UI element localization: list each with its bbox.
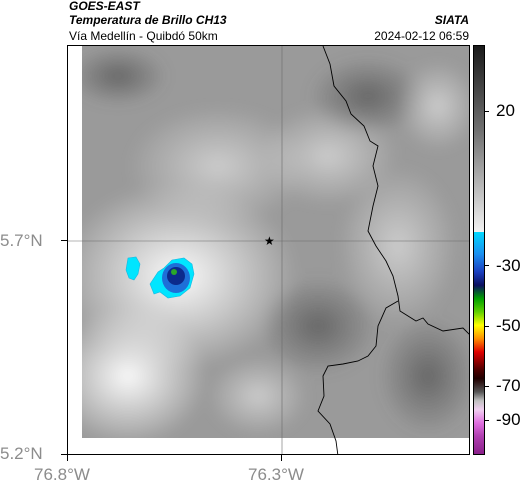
colorbar-label-m90: -90	[496, 410, 521, 429]
lon-tick-mark-1	[67, 455, 68, 461]
cold-cloud-core	[149, 257, 195, 299]
datetime-label: 2024-02-12 06:59	[374, 29, 469, 43]
lon-tick-mark-2	[281, 455, 282, 461]
colorbar-tick-m70	[485, 386, 489, 387]
temperature-colorbar	[473, 45, 485, 455]
colorbar-color-segment	[474, 232, 484, 454]
colorbar-tick-m30	[485, 265, 489, 266]
product-title: Temperatura de Brillo CH13	[69, 13, 227, 27]
satellite-title: GOES-EAST	[69, 0, 140, 13]
colorbar-label-m70: -70	[496, 376, 521, 395]
border-line-south	[317, 300, 399, 454]
no-data-left	[68, 46, 82, 454]
colorbar-label-m30: -30	[496, 256, 521, 275]
map-canvas: ★	[68, 46, 469, 454]
satellite-map: ★	[67, 45, 470, 455]
no-data-bottom	[68, 438, 469, 454]
colorbar-label-m50: -50	[496, 316, 521, 335]
cloud-texture	[68, 46, 469, 446]
lat-tick-mark-1	[61, 240, 67, 241]
lon-tick-label-1: 76.8°W	[34, 465, 90, 484]
colorbar-label-20: 20	[496, 101, 515, 120]
colorbar-tick-m90	[485, 420, 489, 421]
lon-tick-label-2: 76.3°W	[248, 465, 304, 484]
lat-tick-mark-2	[61, 454, 67, 455]
star-marker-icon: ★	[264, 234, 275, 248]
lat-tick-label-1: 5.7°N	[0, 231, 43, 250]
colorbar-tick-20	[485, 111, 489, 112]
lat-tick-label-2: 5.2°N	[0, 444, 43, 463]
colorbar-tick-m50	[485, 326, 489, 327]
colorbar-gray-segment	[474, 46, 484, 232]
cold-cloud-west	[125, 256, 141, 281]
border-line-north	[322, 46, 469, 335]
org-label: SIATA	[434, 13, 469, 27]
region-subtitle: Vía Medellín - Quibdó 50km	[69, 29, 218, 43]
